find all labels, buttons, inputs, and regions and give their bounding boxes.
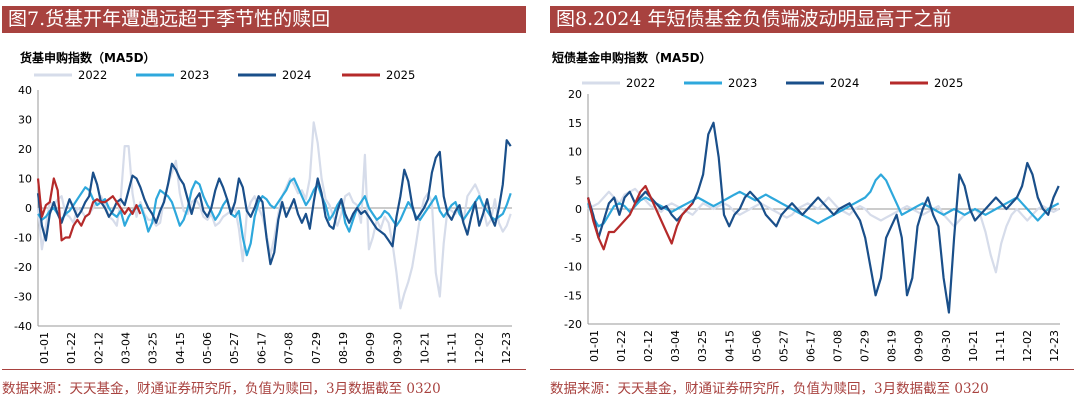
series-line-2025 <box>36 177 142 242</box>
series-line-2024 <box>586 121 1060 314</box>
x-tick-label: 08-19 <box>337 332 350 364</box>
x-tick-label: 02-12 <box>642 330 655 362</box>
x-tick-label: 09-30 <box>940 330 953 362</box>
x-tick-label: 03-04 <box>120 332 133 364</box>
x-tick-label: 05-06 <box>201 332 214 364</box>
y-tick-label: 15 <box>568 117 582 130</box>
x-tick-label: 09-30 <box>391 332 404 364</box>
chart-title: 图7.货基开年遭遇远超于季节性的赎回 <box>2 6 526 33</box>
x-tick-label: 01-01 <box>38 332 51 364</box>
x-tick-label: 06-17 <box>804 330 817 362</box>
x-tick-label: 01-22 <box>615 330 628 362</box>
y-tick-label: 20 <box>18 143 32 156</box>
x-tick-label: 01-01 <box>588 330 601 362</box>
y-axis-title: 货基申购指数（MA5D） <box>20 50 156 65</box>
x-tick-label: 07-29 <box>859 330 872 362</box>
y-tick-label: -5 <box>571 232 582 245</box>
data-source-note: 数据来源：天天基金，财通证券研究所，负值为赎回，3月数据截至 0320 <box>2 381 441 397</box>
y-tick-label: 10 <box>568 146 582 159</box>
x-tick-label: 12-23 <box>500 332 513 364</box>
x-tick-label: 07-08 <box>283 332 296 364</box>
series-line-2022 <box>587 187 1060 274</box>
x-tick-label: 05-27 <box>228 332 241 364</box>
x-tick-label: 03-04 <box>669 330 682 362</box>
y-tick-label: -10 <box>564 261 582 274</box>
y-tick-label: -40 <box>14 320 32 333</box>
series-line-2023 <box>586 173 1060 228</box>
x-tick-label: 02-12 <box>92 332 105 364</box>
series-line-2025 <box>586 184 694 251</box>
x-tick-label: 05-27 <box>777 330 790 362</box>
x-tick-label: 01-22 <box>65 332 78 364</box>
y-tick-label: 30 <box>18 114 32 127</box>
x-tick-label: 07-08 <box>832 330 845 362</box>
y-tick-label: 10 <box>18 173 32 186</box>
divider <box>2 369 526 370</box>
legend-label-2023: 2023 <box>728 76 757 90</box>
chart-panel-right: 图8.2024 年短债基金负债端波动明显高于之前 短债基金申购指数（MA5D） 2… <box>548 0 1076 400</box>
legend-label-2022: 2022 <box>626 76 655 90</box>
x-tick-label: 11-11 <box>994 330 1007 362</box>
x-tick-label: 03-25 <box>696 330 709 362</box>
y-tick-label: 20 <box>568 88 582 101</box>
x-tick-label: 09-09 <box>364 332 377 364</box>
y-tick-label: 0 <box>25 202 32 215</box>
y-tick-label: 40 <box>18 84 32 97</box>
series-line-2023 <box>37 177 512 257</box>
x-tick-label: 06-17 <box>255 332 268 364</box>
y-axis-title: 短债基金申购指数（MA5D） <box>552 50 712 65</box>
legend-label-2025: 2025 <box>386 68 415 82</box>
x-tick-label: 12-23 <box>1048 330 1061 362</box>
y-tick-label: -15 <box>564 289 582 302</box>
line-chart: 短债基金申购指数（MA5D） 2022 2023 2024 2025 20 15 10 5 0 -5… <box>552 50 1061 362</box>
y-tick-label: -10 <box>14 232 32 245</box>
chart-title: 图8.2024 年短债基金负债端波动明显高于之前 <box>550 6 1074 33</box>
y-tick-label: 0 <box>575 203 582 216</box>
chart-panel-left: 图7.货基开年遭遇远超于季节性的赎回 货基申购指数（MA5D） 2022 2023 2… <box>0 0 528 400</box>
x-tick-label: 04-15 <box>174 332 187 364</box>
legend-label-2022: 2022 <box>78 68 107 82</box>
legend-label-2024: 2024 <box>830 76 859 90</box>
y-tick-label: -20 <box>564 318 582 331</box>
y-tick-label: -20 <box>14 261 32 274</box>
x-tick-label: 05-06 <box>750 330 763 362</box>
legend-label-2025: 2025 <box>934 76 963 90</box>
series-line-2024 <box>36 139 512 266</box>
legend-label-2024: 2024 <box>282 68 311 82</box>
x-tick-label: 10-21 <box>418 332 431 364</box>
line-chart: 货基申购指数（MA5D） 2022 2023 2024 2025 40 30 20 10 0 -10… <box>14 50 513 364</box>
y-tick-label: -30 <box>14 291 32 304</box>
x-tick-label: 11-11 <box>446 332 459 364</box>
divider <box>550 369 1074 370</box>
data-source-note: 数据来源：天天基金，财通证券研究所，负值为赎回，3月数据截至 0320 <box>550 381 989 397</box>
y-tick-label: 5 <box>575 174 582 187</box>
legend-label-2023: 2023 <box>180 68 209 82</box>
x-tick-label: 09-09 <box>913 330 926 362</box>
x-tick-label: 08-19 <box>886 330 899 362</box>
x-tick-label: 03-25 <box>147 332 160 364</box>
x-tick-label: 04-15 <box>723 330 736 362</box>
x-tick-label: 12-02 <box>473 332 486 364</box>
x-tick-label: 12-02 <box>1021 330 1034 362</box>
x-tick-label: 07-29 <box>310 332 323 364</box>
x-tick-label: 10-21 <box>967 330 980 362</box>
